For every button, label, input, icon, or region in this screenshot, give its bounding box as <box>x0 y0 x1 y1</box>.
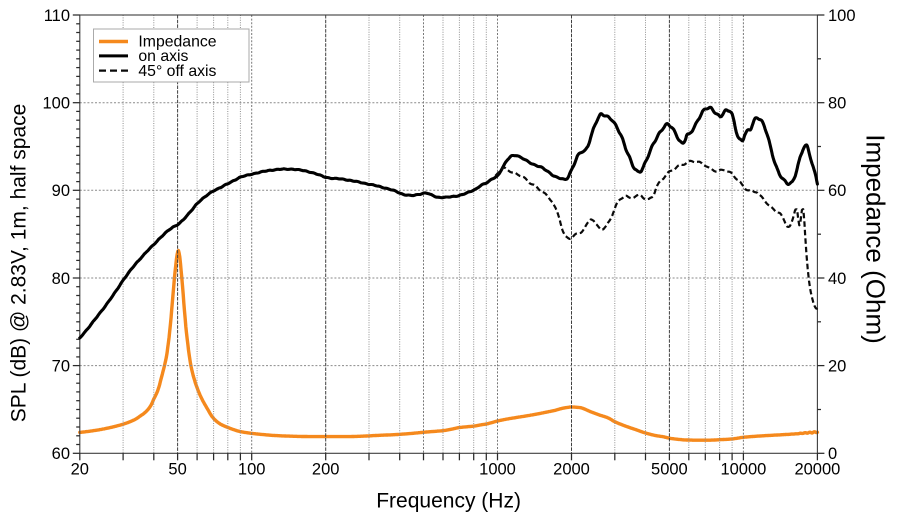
svg-text:90: 90 <box>52 182 70 200</box>
svg-text:2000: 2000 <box>553 461 590 479</box>
svg-text:40: 40 <box>828 270 846 288</box>
svg-text:20000: 20000 <box>794 461 840 479</box>
svg-text:60: 60 <box>828 182 846 200</box>
svg-text:Frequency (Hz): Frequency (Hz) <box>376 490 521 513</box>
svg-text:45° off axis: 45° off axis <box>138 63 216 80</box>
svg-text:Impedance (Ohm): Impedance (Ohm) <box>861 134 891 344</box>
svg-text:5000: 5000 <box>651 461 688 479</box>
svg-text:0: 0 <box>828 445 837 463</box>
svg-text:100: 100 <box>42 95 70 113</box>
svg-text:70: 70 <box>52 358 70 376</box>
svg-text:1000: 1000 <box>479 461 516 479</box>
svg-text:80: 80 <box>828 95 846 113</box>
svg-text:20: 20 <box>71 461 89 479</box>
svg-text:on axis: on axis <box>138 48 188 65</box>
svg-text:SPL (dB) @ 2.83V, 1m, half spa: SPL (dB) @ 2.83V, 1m, half space <box>8 104 31 423</box>
svg-text:110: 110 <box>44 7 70 25</box>
svg-text:50: 50 <box>168 461 186 479</box>
svg-text:60: 60 <box>52 445 70 463</box>
svg-text:100: 100 <box>238 461 266 479</box>
svg-text:200: 200 <box>312 461 340 479</box>
svg-text:100: 100 <box>828 7 856 25</box>
svg-text:80: 80 <box>52 270 70 288</box>
svg-text:10000: 10000 <box>720 461 766 479</box>
svg-text:Impedance: Impedance <box>138 34 216 51</box>
svg-text:20: 20 <box>828 358 846 376</box>
